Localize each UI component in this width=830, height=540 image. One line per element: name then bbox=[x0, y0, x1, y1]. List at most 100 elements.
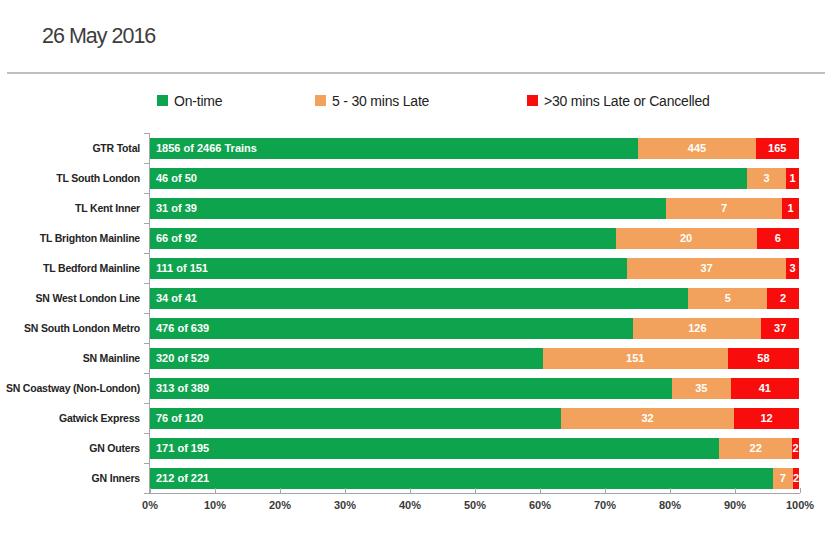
x-axis-tick bbox=[475, 488, 476, 493]
report-page: 26 May 2016 On-time 5 - 30 mins Late >30 m… bbox=[0, 0, 830, 540]
y-axis-tick bbox=[144, 253, 149, 254]
y-axis-tick bbox=[144, 283, 149, 284]
bar-segment-ontime: 76 of 120 bbox=[150, 408, 561, 429]
bar-value-label: 32 bbox=[561, 408, 734, 429]
bar-segment-very-late: 2 bbox=[767, 288, 799, 309]
bar-segment-late: 22 bbox=[719, 438, 792, 459]
y-axis-tick bbox=[144, 313, 149, 314]
legend-swatch-icon bbox=[315, 95, 326, 106]
bar-value-label: 3 bbox=[786, 258, 799, 279]
x-axis-tick bbox=[800, 488, 801, 493]
x-axis-line bbox=[149, 493, 800, 494]
bar-row: TL Bedford Mainline111 of 151373 bbox=[0, 258, 830, 279]
bar-segment-very-late: 1 bbox=[786, 168, 799, 189]
x-axis-tick bbox=[605, 488, 606, 493]
bar-segment-very-late: 3 bbox=[786, 258, 799, 279]
y-axis-tick bbox=[144, 193, 149, 194]
x-axis-tick bbox=[735, 488, 736, 493]
legend-item: >30 mins Late or Cancelled bbox=[527, 92, 710, 109]
stacked-bar: 46 of 5031 bbox=[150, 168, 799, 189]
stacked-bar: 313 of 3893541 bbox=[150, 378, 799, 399]
bar-value-label: 41 bbox=[731, 378, 799, 399]
bar-segment-late: 5 bbox=[688, 288, 767, 309]
bar-row: SN West London Line 34 of 4152 bbox=[0, 288, 830, 309]
bar-value-label: 212 of 221 bbox=[150, 468, 773, 489]
bar-segment-ontime: 313 of 389 bbox=[150, 378, 672, 399]
category-label: GN Inners bbox=[0, 468, 140, 489]
bar-value-label: 76 of 120 bbox=[150, 408, 561, 429]
bar-segment-late: 445 bbox=[638, 138, 755, 159]
bar-segment-very-late: 2 bbox=[793, 468, 799, 489]
bar-value-label: 126 bbox=[633, 318, 761, 339]
bar-value-label: 151 bbox=[543, 348, 728, 369]
bar-value-label: 3 bbox=[747, 168, 786, 189]
legend-item: 5 - 30 mins Late bbox=[315, 92, 429, 109]
bar-value-label: 20 bbox=[616, 228, 757, 249]
bar-value-label: 35 bbox=[672, 378, 730, 399]
bar-value-label: 7 bbox=[666, 198, 782, 219]
stacked-bar: 111 of 151373 bbox=[150, 258, 799, 279]
legend-item: On-time bbox=[157, 92, 222, 109]
y-axis-tick bbox=[144, 223, 149, 224]
stacked-bar: 476 of 63912637 bbox=[150, 318, 799, 339]
y-axis-tick bbox=[144, 433, 149, 434]
bar-segment-late: 126 bbox=[633, 318, 761, 339]
date-title: 26 May 2016 bbox=[42, 24, 155, 49]
bar-segment-ontime: 34 of 41 bbox=[150, 288, 688, 309]
y-axis-tick bbox=[144, 373, 149, 374]
bar-segment-very-late: 6 bbox=[757, 228, 799, 249]
bar-value-label: 320 of 529 bbox=[150, 348, 543, 369]
bar-value-label: 1856 of 2466 Trains bbox=[150, 138, 638, 159]
bar-value-label: 46 of 50 bbox=[150, 168, 747, 189]
x-axis-tick bbox=[150, 488, 151, 493]
bar-row: TL South London 46 of 5031 bbox=[0, 168, 830, 189]
bar-segment-ontime: 171 of 195 bbox=[150, 438, 719, 459]
bar-value-label: 31 of 39 bbox=[150, 198, 666, 219]
bar-value-label: 2 bbox=[767, 288, 799, 309]
bar-row: TL Brighton Mainline 66 of 92206 bbox=[0, 228, 830, 249]
legend-label: >30 mins Late or Cancelled bbox=[544, 93, 710, 109]
bar-value-label: 165 bbox=[756, 138, 799, 159]
bar-segment-ontime: 111 of 151 bbox=[150, 258, 627, 279]
stacked-bar: 66 of 92206 bbox=[150, 228, 799, 249]
bar-value-label: 6 bbox=[757, 228, 799, 249]
bar-segment-late: 3 bbox=[747, 168, 786, 189]
bar-value-label: 66 of 92 bbox=[150, 228, 616, 249]
bar-row: GN Inners 212 of 22172 bbox=[0, 468, 830, 489]
header-divider bbox=[7, 72, 825, 74]
x-axis-label: 20% bbox=[258, 499, 302, 511]
category-label: Gatwick Express bbox=[0, 408, 140, 429]
stacked-bar: 171 of 195222 bbox=[150, 438, 799, 459]
x-axis-label: 90% bbox=[713, 499, 757, 511]
bar-segment-ontime: 212 of 221 bbox=[150, 468, 773, 489]
x-axis-tick bbox=[280, 488, 281, 493]
y-axis-tick bbox=[144, 463, 149, 464]
category-label: TL South London bbox=[0, 168, 140, 189]
bar-segment-very-late: 2 bbox=[792, 438, 799, 459]
y-axis-tick bbox=[144, 403, 149, 404]
bar-segment-late: 7 bbox=[666, 198, 782, 219]
stacked-bar: 76 of 1203212 bbox=[150, 408, 799, 429]
bar-row: TL Kent Inner31 of 3971 bbox=[0, 198, 830, 219]
category-label: SN South London Metro bbox=[0, 318, 140, 339]
stacked-bar: 320 of 52915158 bbox=[150, 348, 799, 369]
bar-segment-very-late: 58 bbox=[728, 348, 799, 369]
y-axis-tick bbox=[144, 343, 149, 344]
category-label: TL Kent Inner bbox=[0, 198, 140, 219]
legend-label: 5 - 30 mins Late bbox=[332, 93, 429, 109]
bar-segment-ontime: 31 of 39 bbox=[150, 198, 666, 219]
bar-value-label: 111 of 151 bbox=[150, 258, 627, 279]
bar-value-label: 22 bbox=[719, 438, 792, 459]
stacked-bar: 212 of 22172 bbox=[150, 468, 799, 489]
x-axis-tick bbox=[345, 488, 346, 493]
bar-value-label: 1 bbox=[786, 168, 799, 189]
stacked-bar: 1856 of 2466 Trains445165 bbox=[150, 138, 799, 159]
bar-value-label: 313 of 389 bbox=[150, 378, 672, 399]
y-axis-tick bbox=[144, 133, 149, 134]
bar-segment-late: 37 bbox=[627, 258, 786, 279]
bar-row: SN South London Metro 476 of 63912637 bbox=[0, 318, 830, 339]
category-label: SN West London Line bbox=[0, 288, 140, 309]
bar-segment-very-late: 41 bbox=[731, 378, 799, 399]
category-label: TL Brighton Mainline bbox=[0, 228, 140, 249]
bar-segment-ontime: 476 of 639 bbox=[150, 318, 633, 339]
